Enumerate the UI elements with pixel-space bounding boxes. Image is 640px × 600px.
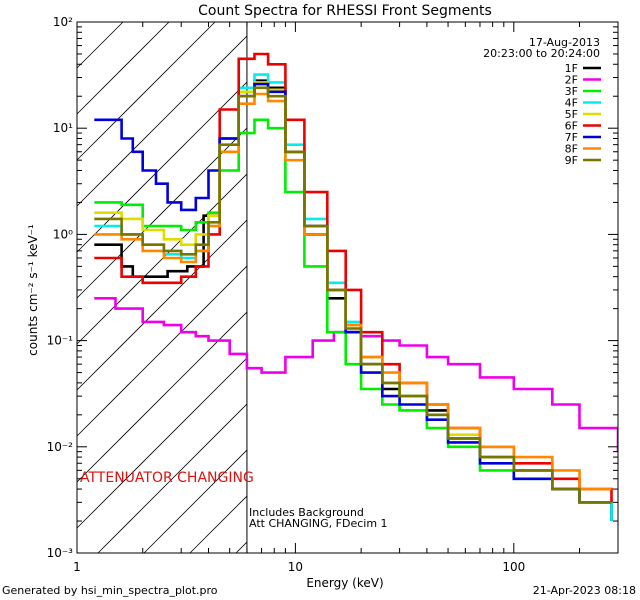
legend-label-5F: 5F [565, 108, 578, 121]
hatch-line [76, 219, 248, 391]
hatch-line [143, 449, 248, 554]
timestamp-label: 21-Apr-2023 08:18 [533, 584, 636, 597]
includes-background-note: Includes Background [249, 506, 364, 519]
legend-label-4F: 4F [565, 97, 578, 110]
legend-label-1F: 1F [565, 62, 578, 75]
plot-frame [76, 21, 619, 554]
y-tick-label: 10⁻¹ [47, 334, 74, 348]
attenuator-changing-label: ATTENUATOR CHANGING [80, 470, 254, 486]
hatch-line [235, 541, 248, 554]
series-9F [94, 86, 612, 504]
time-range-label: 20:23:00 to 20:24:00 [483, 47, 600, 60]
y-tick-label: 10⁰ [53, 227, 73, 241]
legend-label-6F: 6F [565, 120, 578, 133]
hatch-line [76, 357, 248, 529]
hatch-line [76, 311, 248, 483]
legend-label-3F: 3F [565, 85, 578, 98]
y-tick-label: 10² [53, 15, 73, 29]
legend-label-9F: 9F [565, 154, 578, 167]
spectra-series [94, 52, 618, 521]
hatch-line [189, 495, 248, 554]
axis-ticks [76, 21, 619, 554]
y-tick-label: 10⁻² [47, 440, 74, 454]
date-label: 17-Aug-2013 [529, 36, 600, 49]
x-tick-label: 1 [73, 560, 81, 574]
hatch-line [76, 265, 248, 437]
y-axis-label: counts cm⁻² s⁻¹ keV⁻¹ [26, 224, 40, 356]
x-tick-labels: 1 10 100 [73, 560, 525, 574]
hatched-region [76, 21, 248, 554]
x-tick-label: 100 [502, 560, 525, 574]
legend-label-8F: 8F [565, 143, 578, 156]
series-8F [94, 92, 612, 491]
y-tick-label: 10¹ [53, 121, 73, 135]
series-5F [94, 81, 612, 504]
generator-label: Generated by hsi_min_spectra_plot.pro [2, 584, 218, 597]
attenuator-state-note: Att CHANGING, FDecim 1 [249, 517, 388, 530]
chart-title: Count Spectra for RHESSI Front Segments [198, 3, 492, 19]
series-7F [94, 82, 612, 504]
hatch-line [76, 35, 248, 207]
hatch-line [97, 403, 248, 554]
series-6F [94, 52, 613, 503]
series-1F [94, 79, 613, 521]
hatch-line [76, 21, 170, 115]
y-tick-labels: 10² 10¹ 10⁰ 10⁻¹ 10⁻² 10⁻³ [47, 15, 74, 560]
series-2F [94, 297, 618, 452]
x-axis-label: Energy (keV) [306, 576, 383, 590]
hatch-line [76, 21, 124, 69]
y-tick-label: 10⁻³ [47, 546, 74, 560]
series-4F [94, 73, 613, 521]
legend-label-2F: 2F [565, 74, 578, 87]
x-tick-label: 10 [288, 560, 303, 574]
legend-label-7F: 7F [565, 131, 578, 144]
hatch-line [76, 21, 216, 161]
series-3F [94, 118, 612, 504]
